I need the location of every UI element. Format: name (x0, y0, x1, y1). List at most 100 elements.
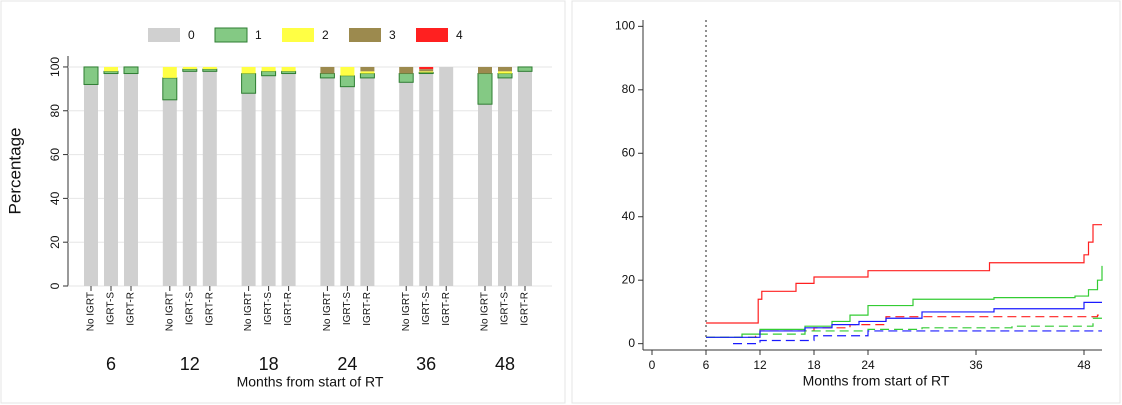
step-line (733, 330, 1102, 345)
x-tick-label: IGRT-R (362, 292, 373, 326)
bar-segment (360, 77, 375, 287)
legend-swatch (349, 28, 381, 42)
x-tick-label: No IGRT (164, 292, 175, 331)
bar-segment (517, 66, 533, 72)
bar-segment (83, 66, 99, 85)
bar-segment (419, 73, 434, 287)
group-label: 18 (259, 354, 279, 374)
x-tick-label: 36 (969, 358, 983, 372)
bar-segment (202, 71, 217, 286)
bar-segment (182, 71, 197, 286)
x-tick-label: IGRT-R (441, 292, 452, 326)
y-tick-label: 60 (48, 148, 62, 162)
bar-segment (419, 66, 434, 70)
y-tick-label: 100 (615, 19, 635, 33)
step-line (706, 224, 1102, 324)
bar-segment (182, 68, 198, 72)
bar-segment (477, 73, 493, 105)
bar-segment (478, 104, 492, 286)
x-tick-label: IGRT-S (184, 292, 195, 325)
bar-segment (261, 70, 277, 77)
bar-segment (359, 73, 375, 79)
bar-segment (418, 71, 434, 75)
bar-segment (340, 86, 355, 287)
bar-segment (241, 93, 256, 286)
group-label: 24 (337, 354, 357, 374)
bar-segment (182, 66, 197, 70)
bar-segment (281, 70, 297, 75)
x-tick-label: 6 (703, 358, 710, 372)
bar-segment (478, 66, 492, 74)
x-tick-label: IGRT-S (342, 292, 353, 325)
bar-segment (162, 99, 177, 286)
legend-label: 1 (255, 28, 262, 42)
legend-swatch (282, 28, 314, 42)
step-line (706, 317, 1102, 338)
x-tick-label: IGRT-S (106, 292, 117, 325)
bar-segment (419, 69, 434, 72)
y-tick-label: 20 (622, 272, 636, 286)
bar-segment (104, 66, 118, 72)
x-tick-label: IGRT-R (283, 292, 294, 326)
bar-segment (419, 71, 434, 73)
bar-segment (202, 66, 217, 70)
y-tick-label: 80 (48, 104, 62, 118)
bar-segment (261, 75, 276, 286)
bar-segment (360, 66, 375, 72)
x-tick-label: 0 (649, 358, 656, 372)
step-line (706, 301, 1102, 338)
bar-segment (398, 73, 414, 83)
y-tick-label: 0 (48, 282, 62, 289)
bar-segment (360, 71, 375, 74)
bar-segment (399, 82, 414, 287)
legend-label: 2 (322, 28, 329, 42)
x-tick-label: No IGRT (243, 292, 254, 331)
x-tick-label: IGRT-S (263, 292, 274, 325)
x-tick-label: 48 (1077, 358, 1091, 372)
bar-segment (498, 66, 512, 72)
bar-segment (340, 66, 355, 76)
bar-segment (162, 66, 177, 78)
y-tick-label: 40 (622, 209, 636, 223)
bar-segment (202, 68, 218, 72)
x-tick-label: No IGRT (401, 292, 412, 331)
x-tick-label: IGRT-S (500, 292, 511, 325)
left-panel (0, 0, 566, 404)
bar-segment (241, 73, 257, 94)
legend-label: 0 (188, 28, 195, 42)
step-line (706, 265, 1103, 338)
x-tick-label: IGRT-R (126, 292, 137, 326)
legend-label: 3 (389, 28, 396, 42)
x-axis-label: Months from start of RT (237, 374, 384, 390)
bar-segment (320, 66, 335, 74)
bar-segment (84, 84, 98, 286)
bar-segment (320, 77, 335, 287)
legend-swatch (148, 28, 180, 42)
x-tick-label: No IGRT (322, 292, 333, 331)
bar-segment (518, 71, 532, 286)
x-tick-label: IGRT-R (520, 292, 531, 326)
group-label: 6 (106, 354, 116, 374)
x-tick-label: 18 (807, 358, 821, 372)
bar-segment (497, 73, 513, 79)
bar-segment (241, 66, 256, 74)
x-tick-label: No IGRT (480, 292, 491, 331)
x-tick-label: IGRT-S (421, 292, 432, 325)
x-tick-label: No IGRT (86, 292, 97, 331)
group-label: 48 (495, 354, 515, 374)
legend-swatch (214, 27, 248, 43)
y-tick-label: 40 (48, 191, 62, 205)
bar-segment (339, 75, 355, 88)
bar-segment (281, 66, 296, 72)
group-label: 12 (180, 354, 200, 374)
x-tick-label: IGRT-R (204, 292, 215, 326)
bar-segment (104, 73, 118, 287)
group-label: 36 (416, 354, 436, 374)
bar-segment (281, 73, 296, 287)
y-tick-label: 60 (622, 145, 636, 159)
bar-segment (261, 66, 276, 72)
right-panel (571, 0, 1121, 404)
bar-segment (123, 66, 139, 75)
x-tick-label: 24 (861, 358, 875, 372)
